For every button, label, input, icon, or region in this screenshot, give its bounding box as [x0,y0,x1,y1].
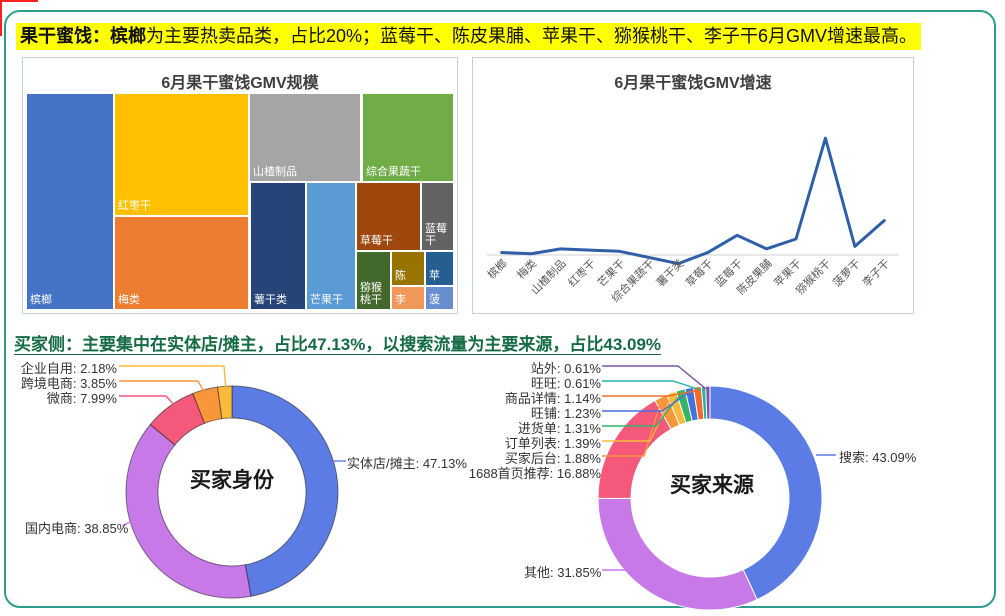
headline-rest-text: 为主要热卖品类，占比20%；蓝莓干、陈皮果脯、苹果干、猕猴桃干、李子干6月GMV… [146,26,918,46]
treemap-cell: 山楂制品 [250,94,360,181]
donut-label: 站外: 0.61% [530,361,601,376]
headline-banner: 果干蜜饯：槟榔为主要热卖品类，占比20%；蓝莓干、陈皮果脯、苹果干、猕猴桃干、李… [16,23,922,50]
donut-label: 国内电商: 38.85% [25,521,129,536]
leader-line [602,380,702,391]
donut-label: 实体店/摊主: 47.13% [347,456,467,471]
treemap-cell: 陈 [392,252,424,285]
treemap-cell: 综合果蔬干 [363,94,453,181]
donut-label: 订单列表: 1.39% [504,436,601,451]
donut-label: 买家后台: 1.88% [504,451,601,466]
leader-line [602,569,653,586]
treemap-cell-label: 草莓干 [360,235,393,248]
treemap-cell-label: 槟榔 [30,294,52,307]
treemap-cell-label: 梅类 [118,294,140,307]
donut-label: 商品详情: 1.14% [504,391,601,406]
leader-line [602,394,681,427]
treemap-cell-label: 陈 [395,270,406,283]
treemap-cell: 芒果干 [307,183,355,309]
treemap-cell: 槟榔 [27,94,113,309]
line-chart-panel: 6月果干蜜饯GMV增速 [472,57,914,314]
treemap-cell-label: 苹 [429,270,440,283]
buyer-source-center-label: 买家来源 [670,474,754,497]
donut-slice [654,394,681,430]
treemap-cell-label: 李 [395,294,406,307]
treemap-cell: 猕猴桃干 [357,252,390,309]
donut-label: 搜索: 43.09% [839,450,917,465]
donut-label: 其他: 31.85% [524,565,602,580]
buyers-heading: 买家侧：主要集中在实体店/摊主，占比47.13%，以搜索流量为主要来源，占比43… [14,335,662,354]
leader-line [602,397,672,442]
donut-slice [666,390,687,426]
donut-slice [705,385,711,420]
treemap-cell-label: 芒果干 [310,294,343,307]
leader-line [602,365,707,390]
treemap-cell-label: 山楂制品 [253,166,297,179]
treemap-cell: 李 [392,287,424,309]
treemap-cell-label: 猕猴桃干 [360,281,382,307]
treemap-cell: 红枣干 [115,94,248,215]
leader-line [119,365,227,391]
donut-label: 旺铺: 1.23% [530,406,601,421]
leader-line [119,395,177,408]
treemap-cell: 草莓干 [357,183,420,250]
donut-slice [692,385,705,421]
donut-label: 1688首页推荐: 16.88% [468,466,601,481]
gmv-scale-treemap: 槟榔 红枣干梅类 山楂制品 综合果蔬干薯干类 芒果干 草莓干 蓝莓干猕猴桃干陈李 苹菠 [27,94,453,309]
buyer-identity-center-label: 买家身份 [190,469,274,492]
donut-slice [684,386,699,422]
donut-slice [675,388,693,424]
treemap-cell-label: 薯干类 [254,294,287,307]
donut-label: 跨境电商: 3.85% [20,376,117,391]
leader-line [602,392,689,412]
treemap-cell-label: 蓝莓干 [425,222,447,248]
donut-slice [597,399,672,499]
donut-label: 进货单: 1.31% [517,421,601,436]
donut-label: 微商: 7.99% [46,391,117,406]
treemap-cell: 梅类 [115,217,248,309]
donut-label: 旺旺: 0.61% [530,376,601,391]
treemap-cell-label: 综合果蔬干 [366,166,421,179]
donut-slice [597,497,758,611]
leader-line [602,390,696,397]
donut-slice [125,423,252,599]
donut-slice [149,392,206,446]
treemap-title: 6月果干蜜饯GMV规模 [161,75,319,92]
treemap-cell: 薯干类 [251,183,305,309]
donut-slice [700,385,708,420]
treemap-cell: 菠 [426,287,453,309]
treemap-cell-label: 红枣干 [118,200,151,213]
treemap-cell-label: 菠 [429,294,440,307]
donut-slice [216,385,233,420]
treemap-cell: 蓝莓干 [422,183,453,250]
leader-line [602,451,623,472]
headline-bold-text: 果干蜜饯：槟榔 [20,26,146,46]
donut-slice [192,386,223,424]
donut-label: 企业自用: 2.18% [20,361,117,376]
line-chart-title: 6月果干蜜饯GMV增速 [614,75,772,92]
leader-line [119,380,207,396]
treemap-cell: 苹 [426,252,453,285]
leader-line [602,400,662,457]
